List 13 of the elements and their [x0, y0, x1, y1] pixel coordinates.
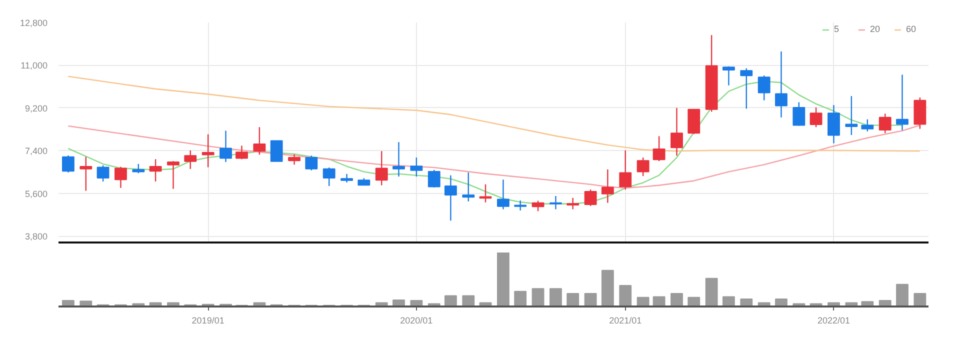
- y-tick-label: 5,600: [24, 188, 48, 199]
- x-tick-label: 2020/01: [400, 316, 433, 326]
- y-tick-label: 7,400: [24, 146, 48, 156]
- x-tick-label: 2022/01: [817, 316, 850, 326]
- y-tick-label: 9,200: [24, 103, 48, 114]
- legend-label: 60: [906, 24, 918, 34]
- y-tick-label: 12,800: [20, 18, 48, 28]
- x-tick-label: 2021/01: [609, 316, 642, 326]
- y-tick-label: 3,800: [24, 232, 48, 242]
- legend-label: 5: [834, 24, 840, 34]
- x-tick-label: 2019/01: [192, 316, 224, 326]
- y-tick-label: 11,000: [20, 60, 48, 71]
- legend-label: 20: [870, 24, 882, 34]
